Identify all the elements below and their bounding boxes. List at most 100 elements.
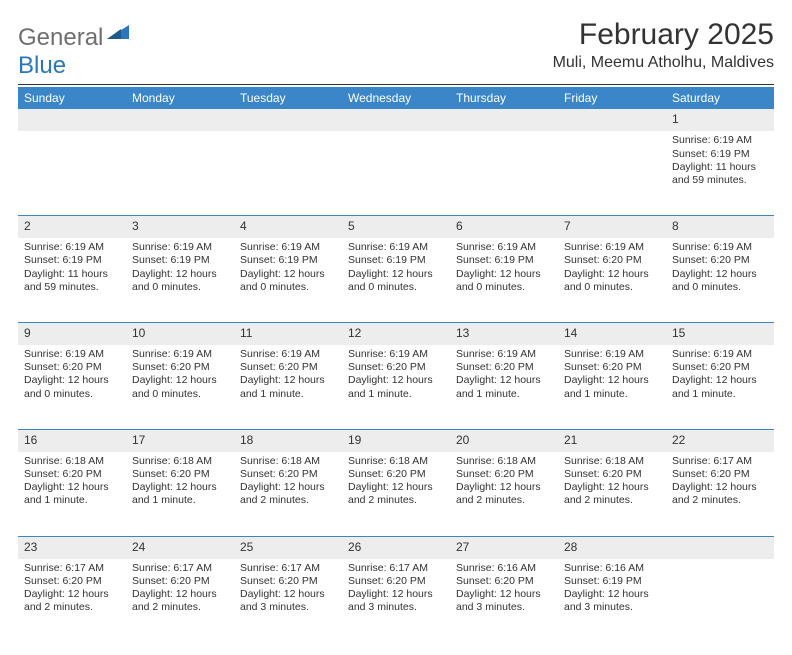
calendar-day-cell: Sunrise: 6:19 AMSunset: 6:20 PMDaylight:… <box>126 345 234 429</box>
day-detail: Sunrise: 6:19 AMSunset: 6:20 PMDaylight:… <box>132 348 228 401</box>
day-daylight2: and 3 minutes. <box>564 601 660 614</box>
day-daylight2: and 0 minutes. <box>132 388 228 401</box>
day-number: 2 <box>24 219 31 233</box>
day-number-cell: 1 <box>666 109 774 131</box>
day-sunrise: Sunrise: 6:16 AM <box>564 562 660 575</box>
day-sunset: Sunset: 6:20 PM <box>564 254 660 267</box>
day-sunset: Sunset: 6:20 PM <box>24 468 120 481</box>
day-number: 24 <box>132 540 145 554</box>
day-daylight1: Daylight: 12 hours <box>672 481 768 494</box>
daynum-row: 9101112131415 <box>18 322 774 345</box>
day-number: 28 <box>564 540 577 554</box>
calendar-week-row: Sunrise: 6:19 AMSunset: 6:20 PMDaylight:… <box>18 345 774 429</box>
day-detail: Sunrise: 6:18 AMSunset: 6:20 PMDaylight:… <box>564 455 660 508</box>
calendar-day-cell: Sunrise: 6:17 AMSunset: 6:20 PMDaylight:… <box>18 559 126 643</box>
day-sunset: Sunset: 6:19 PM <box>132 254 228 267</box>
day-number-cell: 21 <box>558 429 666 452</box>
day-number: 15 <box>672 326 685 340</box>
day-daylight1: Daylight: 12 hours <box>240 374 336 387</box>
day-daylight2: and 0 minutes. <box>240 281 336 294</box>
day-number-cell <box>18 109 126 131</box>
day-sunset: Sunset: 6:20 PM <box>240 575 336 588</box>
day-number-cell <box>234 109 342 131</box>
day-sunrise: Sunrise: 6:19 AM <box>132 241 228 254</box>
day-number: 6 <box>456 219 463 233</box>
day-sunrise: Sunrise: 6:19 AM <box>240 348 336 361</box>
calendar-day-cell: Sunrise: 6:19 AMSunset: 6:19 PMDaylight:… <box>450 238 558 322</box>
weekday-header: Sunday <box>18 87 126 109</box>
day-daylight1: Daylight: 12 hours <box>240 481 336 494</box>
day-sunset: Sunset: 6:20 PM <box>348 361 444 374</box>
day-daylight2: and 1 minute. <box>672 388 768 401</box>
day-detail: Sunrise: 6:18 AMSunset: 6:20 PMDaylight:… <box>348 455 444 508</box>
day-sunset: Sunset: 6:20 PM <box>132 468 228 481</box>
day-number: 22 <box>672 433 685 447</box>
day-number: 10 <box>132 326 145 340</box>
day-sunset: Sunset: 6:20 PM <box>132 361 228 374</box>
day-daylight2: and 0 minutes. <box>132 281 228 294</box>
day-daylight1: Daylight: 12 hours <box>24 588 120 601</box>
calendar-weekday-header: Sunday Monday Tuesday Wednesday Thursday… <box>18 87 774 109</box>
day-daylight1: Daylight: 12 hours <box>456 588 552 601</box>
day-detail: Sunrise: 6:17 AMSunset: 6:20 PMDaylight:… <box>132 562 228 615</box>
calendar-day-cell: Sunrise: 6:16 AMSunset: 6:20 PMDaylight:… <box>450 559 558 643</box>
day-detail: Sunrise: 6:19 AMSunset: 6:20 PMDaylight:… <box>564 348 660 401</box>
day-sunset: Sunset: 6:19 PM <box>456 254 552 267</box>
day-detail: Sunrise: 6:19 AMSunset: 6:20 PMDaylight:… <box>240 348 336 401</box>
day-detail: Sunrise: 6:19 AMSunset: 6:19 PMDaylight:… <box>456 241 552 294</box>
day-number-cell: 10 <box>126 322 234 345</box>
calendar-day-cell: Sunrise: 6:18 AMSunset: 6:20 PMDaylight:… <box>558 452 666 536</box>
calendar-day-cell: Sunrise: 6:17 AMSunset: 6:20 PMDaylight:… <box>342 559 450 643</box>
day-sunrise: Sunrise: 6:19 AM <box>564 241 660 254</box>
day-number-cell: 11 <box>234 322 342 345</box>
day-daylight2: and 59 minutes. <box>24 281 120 294</box>
day-number-cell: 20 <box>450 429 558 452</box>
day-sunrise: Sunrise: 6:18 AM <box>132 455 228 468</box>
day-sunrise: Sunrise: 6:17 AM <box>132 562 228 575</box>
day-daylight1: Daylight: 12 hours <box>348 588 444 601</box>
day-detail: Sunrise: 6:19 AMSunset: 6:20 PMDaylight:… <box>672 241 768 294</box>
day-daylight2: and 2 minutes. <box>348 494 444 507</box>
day-number-cell: 14 <box>558 322 666 345</box>
day-number: 14 <box>564 326 577 340</box>
day-daylight1: Daylight: 12 hours <box>672 374 768 387</box>
day-number-cell <box>126 109 234 131</box>
day-daylight2: and 2 minutes. <box>132 601 228 614</box>
day-number-cell: 13 <box>450 322 558 345</box>
day-number-cell <box>450 109 558 131</box>
day-detail: Sunrise: 6:19 AMSunset: 6:19 PMDaylight:… <box>672 134 768 187</box>
day-daylight2: and 0 minutes. <box>24 388 120 401</box>
day-sunrise: Sunrise: 6:18 AM <box>240 455 336 468</box>
day-sunset: Sunset: 6:20 PM <box>348 575 444 588</box>
day-detail: Sunrise: 6:19 AMSunset: 6:19 PMDaylight:… <box>240 241 336 294</box>
calendar-week-row: Sunrise: 6:17 AMSunset: 6:20 PMDaylight:… <box>18 559 774 643</box>
calendar-day-cell: Sunrise: 6:19 AMSunset: 6:19 PMDaylight:… <box>126 238 234 322</box>
day-number: 7 <box>564 219 571 233</box>
day-number-cell: 15 <box>666 322 774 345</box>
day-daylight1: Daylight: 12 hours <box>564 481 660 494</box>
calendar-day-cell: Sunrise: 6:19 AMSunset: 6:20 PMDaylight:… <box>666 238 774 322</box>
day-sunset: Sunset: 6:20 PM <box>24 361 120 374</box>
calendar-day-cell <box>450 131 558 215</box>
calendar-day-cell <box>234 131 342 215</box>
day-daylight1: Daylight: 12 hours <box>348 268 444 281</box>
day-number-cell: 25 <box>234 536 342 559</box>
day-detail: Sunrise: 6:18 AMSunset: 6:20 PMDaylight:… <box>240 455 336 508</box>
day-number-cell: 12 <box>342 322 450 345</box>
day-sunset: Sunset: 6:19 PM <box>240 254 336 267</box>
calendar-day-cell: Sunrise: 6:19 AMSunset: 6:20 PMDaylight:… <box>450 345 558 429</box>
calendar-day-cell: Sunrise: 6:16 AMSunset: 6:19 PMDaylight:… <box>558 559 666 643</box>
day-daylight2: and 2 minutes. <box>24 601 120 614</box>
day-sunrise: Sunrise: 6:19 AM <box>456 348 552 361</box>
day-sunset: Sunset: 6:20 PM <box>672 361 768 374</box>
day-daylight2: and 3 minutes. <box>348 601 444 614</box>
calendar-day-cell: Sunrise: 6:18 AMSunset: 6:20 PMDaylight:… <box>234 452 342 536</box>
day-sunrise: Sunrise: 6:17 AM <box>240 562 336 575</box>
brand-logo: General <box>18 18 129 52</box>
day-number-cell: 2 <box>18 215 126 238</box>
day-number: 18 <box>240 433 253 447</box>
daynum-row: 2345678 <box>18 215 774 238</box>
day-daylight2: and 0 minutes. <box>456 281 552 294</box>
day-sunrise: Sunrise: 6:18 AM <box>348 455 444 468</box>
day-detail: Sunrise: 6:17 AMSunset: 6:20 PMDaylight:… <box>672 455 768 508</box>
